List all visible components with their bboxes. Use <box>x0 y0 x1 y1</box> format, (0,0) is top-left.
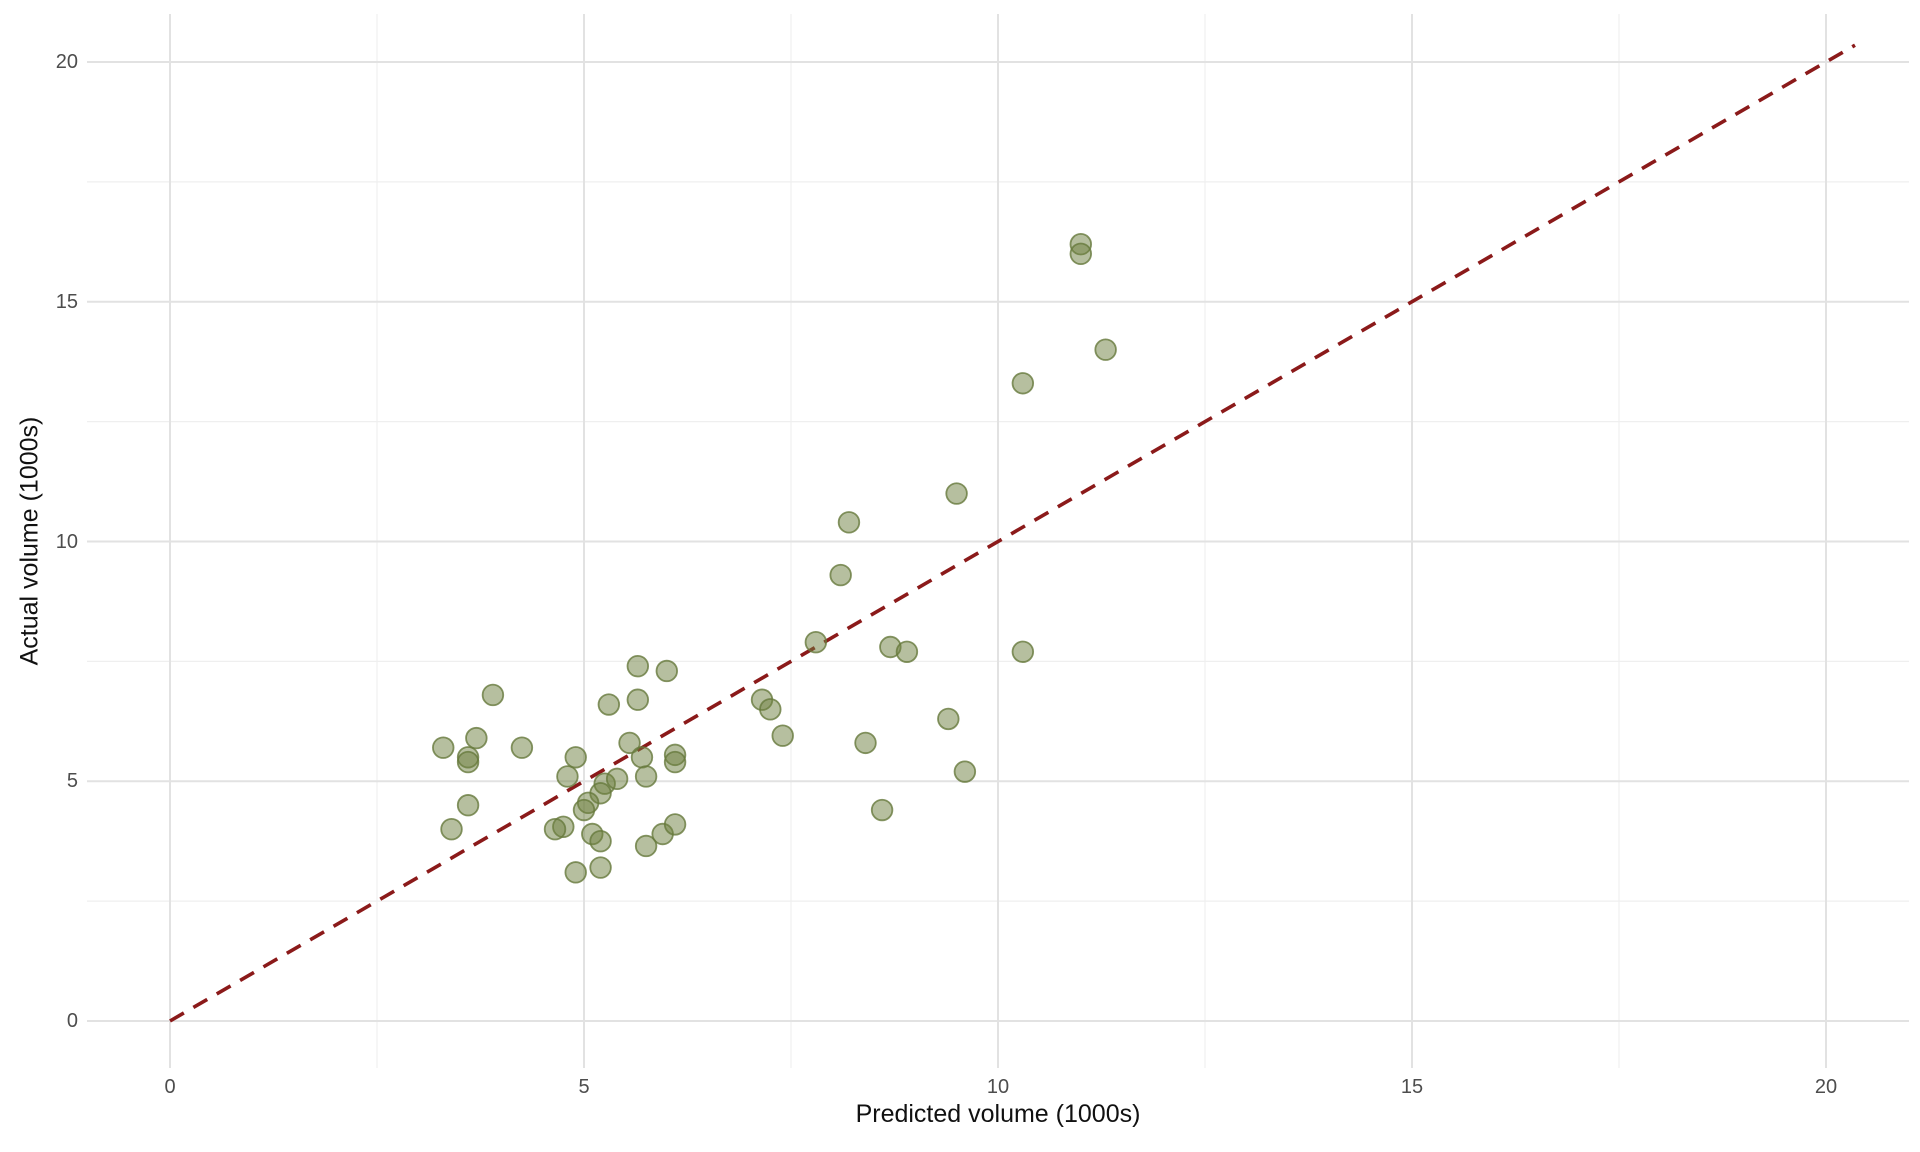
data-point <box>556 765 579 788</box>
data-point <box>804 630 828 654</box>
x-tick-label: 15 <box>1400 1076 1424 1098</box>
y-axis-title: Actual volume (1000s) <box>15 416 44 666</box>
data-point <box>618 731 641 755</box>
data-point <box>895 640 919 663</box>
x-tick-label: 5 <box>578 1076 590 1098</box>
y-tick-label: 20 <box>55 51 78 73</box>
data-point <box>1069 242 1093 266</box>
data-point <box>564 861 587 884</box>
y-tick-label: 10 <box>55 530 78 553</box>
data-point <box>510 736 534 759</box>
data-point <box>597 693 621 716</box>
data-point <box>589 829 612 853</box>
data-point <box>870 798 894 822</box>
data-point <box>937 707 960 731</box>
data-point <box>953 760 977 783</box>
y-tick-label: 0 <box>66 1010 78 1032</box>
identity-reference-line <box>169 43 1856 1023</box>
data-point <box>605 767 629 791</box>
data-point <box>1011 640 1035 663</box>
data-point <box>945 482 968 505</box>
data-point <box>837 511 861 534</box>
data-point <box>829 563 852 587</box>
data-point <box>456 794 480 817</box>
data-point <box>630 746 654 769</box>
data-point <box>432 736 455 759</box>
data-point <box>456 750 480 774</box>
data-point <box>1011 372 1035 395</box>
data-point <box>759 698 782 721</box>
x-axis-title: Predicted volume (1000s) <box>855 1100 1141 1128</box>
x-tick-label: 0 <box>164 1076 176 1098</box>
data-point <box>465 726 488 750</box>
data-point <box>626 688 650 711</box>
data-point <box>854 731 877 755</box>
data-point <box>481 683 505 707</box>
data-point <box>564 746 587 769</box>
data-point <box>663 813 687 836</box>
data-point <box>440 818 463 841</box>
x-tick-label: 20 <box>1814 1076 1838 1098</box>
data-point <box>771 724 794 747</box>
data-point <box>543 818 567 841</box>
data-point <box>663 750 687 774</box>
y-tick-label: 15 <box>55 290 78 313</box>
y-tick-label: 5 <box>66 770 78 793</box>
data-point <box>1094 338 1117 361</box>
data-point <box>589 856 612 879</box>
x-tick-label: 10 <box>986 1076 1010 1098</box>
data-point <box>634 765 658 788</box>
data-point <box>655 659 679 683</box>
data-point <box>634 834 658 858</box>
data-point <box>572 798 596 822</box>
data-point <box>626 654 650 678</box>
